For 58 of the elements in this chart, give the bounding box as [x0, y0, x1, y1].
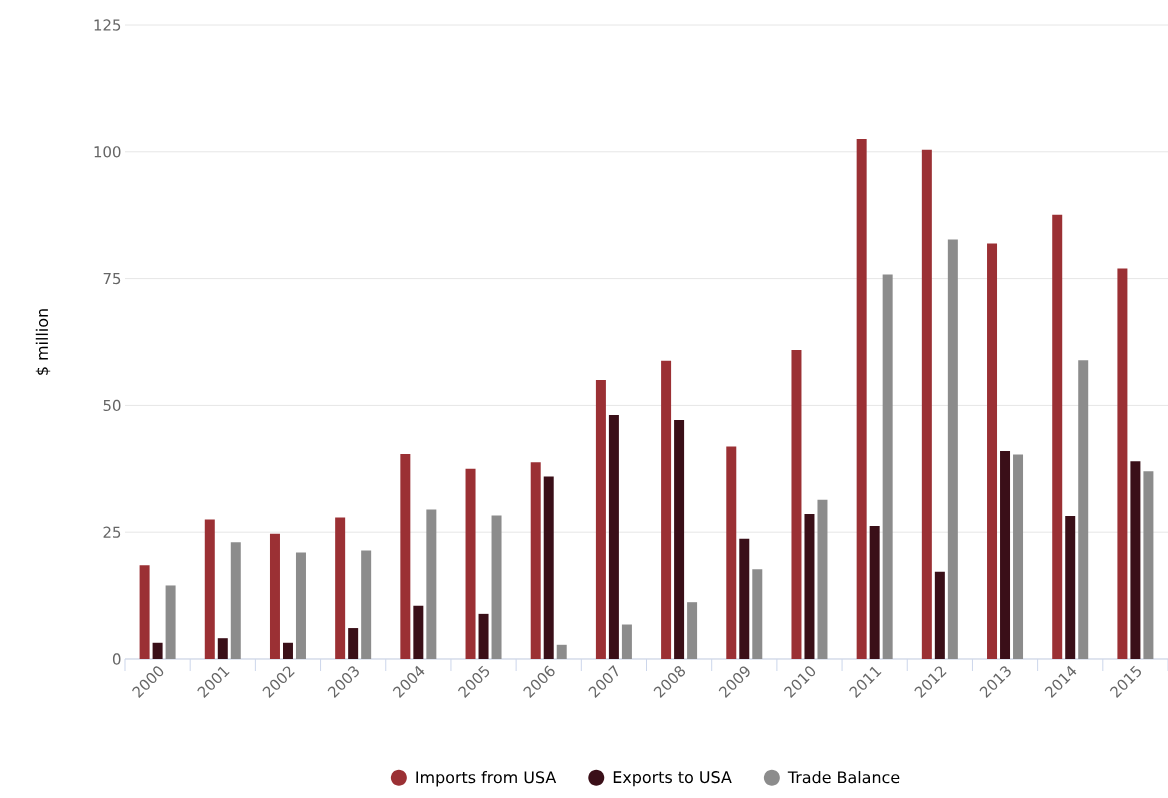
bar — [139, 565, 150, 659]
bar — [726, 446, 737, 659]
bar — [752, 569, 763, 659]
bar — [739, 538, 750, 659]
y-axis-title: $ million — [35, 309, 51, 375]
bar — [491, 515, 502, 659]
y-tick-label: 100 — [94, 146, 121, 158]
bar — [987, 243, 998, 659]
bar — [348, 628, 359, 659]
bar — [817, 499, 828, 659]
bar — [934, 571, 945, 659]
bar — [465, 468, 476, 659]
legend-label: Imports from USA — [416, 770, 557, 787]
bar — [204, 519, 215, 659]
bar — [1065, 515, 1076, 659]
bar — [595, 380, 606, 659]
bar — [608, 415, 619, 659]
bar — [947, 239, 958, 659]
bar — [152, 642, 163, 659]
bar — [426, 509, 437, 659]
bar — [869, 526, 880, 659]
bar — [282, 642, 293, 659]
bar — [230, 542, 241, 659]
bar — [804, 513, 815, 659]
bar — [791, 350, 802, 659]
bar — [217, 638, 228, 659]
bar — [400, 454, 411, 659]
bar — [269, 533, 280, 659]
legend-label: Trade Balance — [787, 770, 900, 784]
bar — [1013, 454, 1024, 659]
bar — [921, 149, 932, 659]
bar — [556, 644, 567, 659]
bar — [1117, 268, 1128, 659]
bar — [661, 360, 672, 659]
bar — [335, 517, 346, 659]
bar — [478, 613, 489, 659]
bar — [530, 462, 541, 659]
bar — [295, 552, 306, 659]
bar — [687, 602, 698, 659]
bar — [856, 139, 867, 659]
y-tick-label: 75 — [103, 273, 121, 285]
legend-label: Exports to USA — [613, 771, 732, 787]
y-tick-label: 125 — [94, 19, 121, 31]
bar — [1000, 451, 1011, 659]
bar — [1052, 214, 1063, 659]
bar — [674, 420, 685, 659]
bar — [1078, 360, 1089, 659]
y-tick-label: 50 — [103, 399, 121, 412]
bar — [1130, 461, 1141, 659]
bar — [543, 476, 554, 659]
y-tick-label: 0 — [112, 653, 121, 665]
bar — [1143, 471, 1154, 659]
bar — [165, 585, 176, 659]
bar — [361, 550, 372, 659]
bar — [621, 624, 632, 659]
y-tick-label: 25 — [103, 526, 121, 538]
bar — [413, 605, 424, 659]
bar — [882, 274, 893, 659]
